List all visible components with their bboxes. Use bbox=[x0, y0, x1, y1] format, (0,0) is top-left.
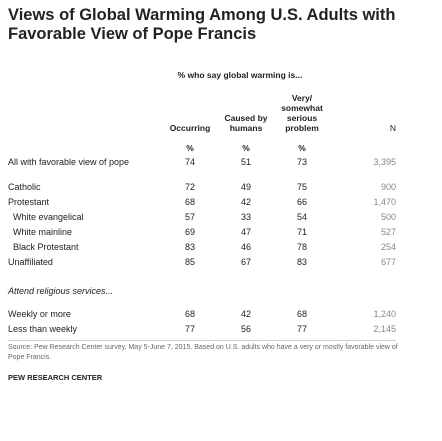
cell: 83 bbox=[184, 242, 195, 252]
cell: 47 bbox=[240, 227, 251, 237]
cell-n: 500 bbox=[380, 212, 396, 222]
cell: 74 bbox=[184, 157, 195, 167]
cell: 68 bbox=[184, 309, 195, 319]
cell-n: 1,470 bbox=[373, 197, 396, 207]
cell: 54 bbox=[296, 212, 307, 222]
source: Source: Pew Research Center survey, May … bbox=[8, 344, 398, 361]
cell-n: 527 bbox=[380, 227, 396, 237]
cell-n: 2,145 bbox=[373, 324, 396, 334]
cell: 77 bbox=[296, 324, 307, 334]
cell: 83 bbox=[296, 257, 307, 267]
cell: 57 bbox=[184, 212, 195, 222]
column-header: N bbox=[389, 123, 396, 133]
cell: 42 bbox=[240, 197, 251, 207]
cell: 73 bbox=[296, 157, 307, 167]
title: Views of Global Warming Among U.S. Adult… bbox=[8, 6, 396, 43]
cell: 33 bbox=[240, 212, 251, 222]
row-label: White mainline bbox=[13, 227, 73, 237]
cell-n: 900 bbox=[380, 182, 396, 192]
column-header: Occurring bbox=[169, 123, 211, 133]
cell: 72 bbox=[184, 182, 195, 192]
cell: 68 bbox=[184, 197, 195, 207]
cell: 49 bbox=[240, 182, 251, 192]
row-label: Less than weekly bbox=[8, 324, 78, 334]
cell: 46 bbox=[240, 242, 251, 252]
column-header: Very/ somewhat serious problem bbox=[281, 93, 323, 133]
cell-n: 254 bbox=[380, 242, 396, 252]
rule bbox=[8, 340, 396, 341]
footer: PEW RESEARCH CENTER bbox=[8, 373, 103, 382]
cell: 66 bbox=[296, 197, 307, 207]
section-heading: Attend religious services... bbox=[8, 286, 114, 296]
cell: 77 bbox=[184, 324, 195, 334]
cell: 67 bbox=[240, 257, 251, 267]
row-label: Catholic bbox=[8, 182, 41, 192]
unit: % bbox=[298, 143, 306, 153]
cell: 51 bbox=[240, 157, 251, 167]
row-label: Unaffiliated bbox=[8, 257, 53, 267]
cell-n: 677 bbox=[380, 257, 396, 267]
unit: % bbox=[186, 143, 194, 153]
cell: 68 bbox=[296, 309, 307, 319]
row-label: Weekly or more bbox=[8, 309, 71, 319]
cell: 75 bbox=[296, 182, 307, 192]
cell-n: 3,395 bbox=[373, 157, 396, 167]
row-label: Protestant bbox=[8, 197, 50, 207]
cell: 78 bbox=[296, 242, 307, 252]
column-header: Caused by humans bbox=[224, 113, 268, 133]
row-label: White evangelical bbox=[13, 212, 84, 222]
unit: % bbox=[242, 143, 250, 153]
cell: 71 bbox=[296, 227, 307, 237]
cell: 69 bbox=[184, 227, 195, 237]
cell: 56 bbox=[240, 324, 251, 334]
subheader: % who say global warming is... bbox=[177, 70, 303, 80]
cell: 42 bbox=[240, 309, 251, 319]
row-label: Black Protestant bbox=[13, 242, 79, 252]
row-label: All with favorable view of pope bbox=[8, 157, 130, 167]
cell: 85 bbox=[184, 257, 195, 267]
cell-n: 1,240 bbox=[373, 309, 396, 319]
